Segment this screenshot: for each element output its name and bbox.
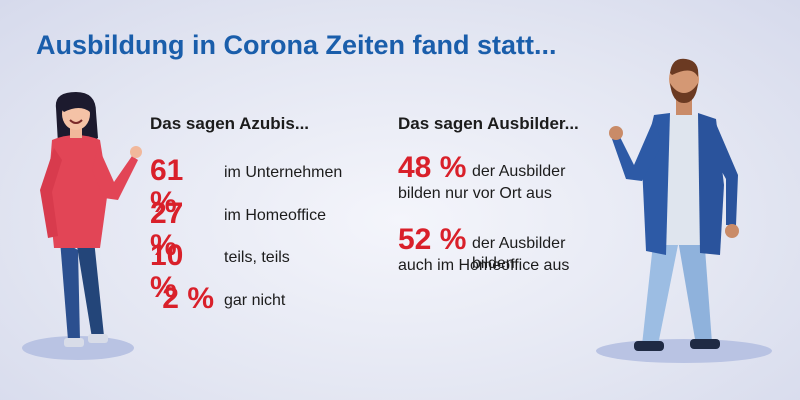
page-title: Ausbildung in Corona Zeiten fand statt..… bbox=[36, 30, 557, 60]
azubis-stat-row: 27 % im Homeoffice bbox=[150, 198, 400, 262]
azubis-percent: 61 % bbox=[150, 154, 184, 219]
ausbilder-label-line1: der Ausbilder bbox=[472, 163, 566, 180]
azubis-percent: 10 % bbox=[150, 239, 184, 304]
azubis-stat-row: 10 % teils, teils bbox=[150, 240, 400, 304]
ausbilder-percent: 48 % bbox=[398, 151, 467, 184]
ausbilder-label-line2: auch im Homeoffice aus bbox=[398, 257, 570, 274]
azubis-label: im Unternehmen bbox=[224, 164, 343, 181]
ausbilder-stat-block: 48 % der Ausbilder bilden nur vor Ort au… bbox=[398, 152, 598, 208]
azubis-percent: 2 % bbox=[162, 282, 214, 315]
man-figure-illustration bbox=[596, 58, 772, 363]
azubis-percent: 27 % bbox=[150, 197, 184, 262]
azubis-label: gar nicht bbox=[224, 292, 286, 309]
ausbilder-percent: 52 % bbox=[398, 223, 467, 256]
ausbilder-label-line2: bilden nur vor Ort aus bbox=[398, 185, 552, 202]
woman-figure-illustration bbox=[22, 92, 142, 360]
azubis-label: im Homeoffice bbox=[224, 207, 326, 224]
ausbilder-label-line1: der Ausbilder bilden bbox=[472, 235, 566, 272]
azubis-label: teils, teils bbox=[224, 249, 290, 266]
ausbilder-stat-block: 52 % der Ausbilder bilden auch im Homeof… bbox=[398, 224, 598, 280]
azubis-stat-row: 61 % im Unternehmen bbox=[150, 155, 400, 219]
azubis-stat-row: 2 % gar nicht bbox=[150, 283, 400, 315]
azubis-heading: Das sagen Azubis... bbox=[150, 114, 310, 133]
ausbilder-heading: Das sagen Ausbilder... bbox=[398, 114, 579, 133]
